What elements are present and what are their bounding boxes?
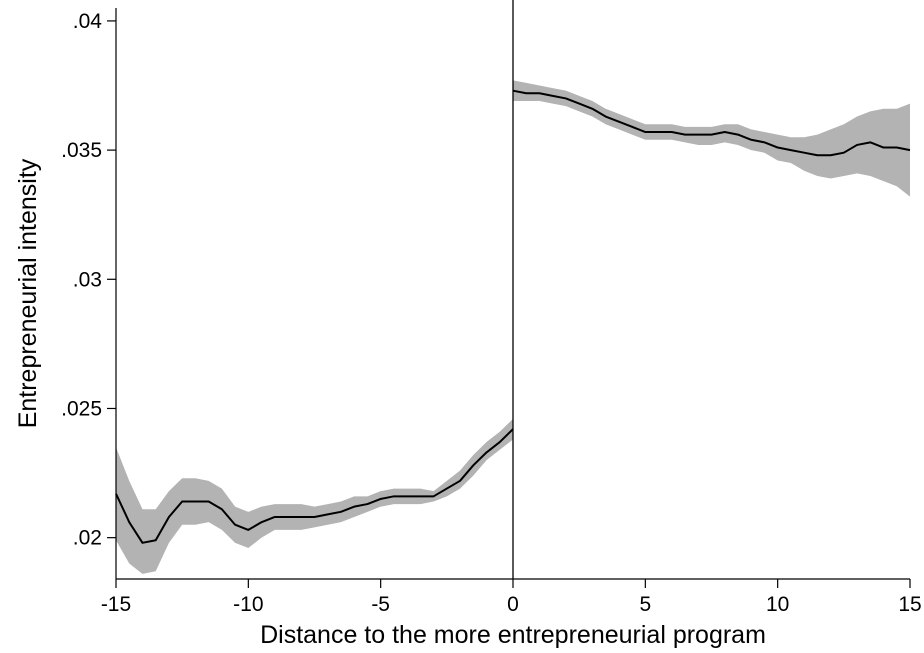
y-tick-label: .03 <box>73 268 102 291</box>
fitted-lines <box>115 89 911 544</box>
x-tick-label: -10 <box>233 593 263 616</box>
y-tick-label: .035 <box>61 139 102 162</box>
x-tick-label: 10 <box>766 593 789 616</box>
y-tick-label: .02 <box>73 527 102 550</box>
x-axis-title: Distance to the more entrepreneurial pro… <box>260 621 766 649</box>
confidence-band-right <box>513 80 910 197</box>
x-tick-label: -15 <box>101 593 131 616</box>
x-ticks: -15 -10 -5 0 5 10 15 <box>101 579 922 616</box>
y-axis-title: Entrepreneurial intensity <box>14 158 42 428</box>
y-ticks: .02 .025 .03 .035 .04 <box>61 10 116 550</box>
y-tick-label: .025 <box>61 397 102 420</box>
confidence-band-left <box>116 418 513 574</box>
x-tick-label: 5 <box>639 593 651 616</box>
y-tick-label: .04 <box>73 10 103 33</box>
x-tick-label: 15 <box>898 593 921 616</box>
x-tick-label: 0 <box>507 593 519 616</box>
fit-line-left <box>115 428 514 544</box>
x-tick-label: -5 <box>371 593 390 616</box>
fit-line-right <box>512 89 911 157</box>
